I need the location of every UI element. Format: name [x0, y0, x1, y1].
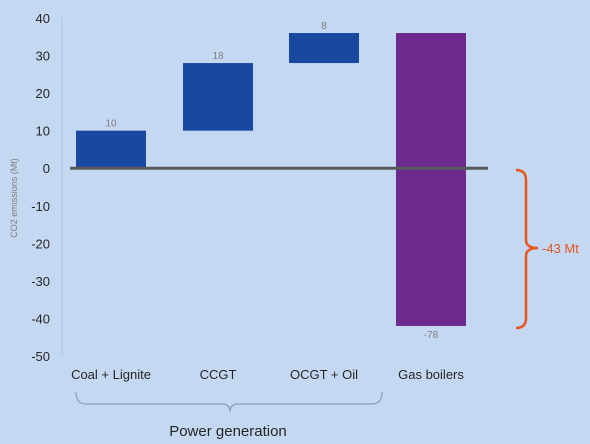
y-tick-label: 0: [43, 161, 50, 176]
bar-ccgt: [183, 63, 253, 131]
y-tick-label: 10: [36, 124, 50, 139]
y-tick-label: -40: [31, 311, 50, 326]
y-tick-label: 40: [36, 11, 50, 26]
bar-coal-lignite: [76, 130, 146, 169]
x-axis-ticks: Coal + Lignite CCGT OCGT + Oil Gas boilers: [71, 367, 464, 382]
data-labels-group: 10 18 8 -78: [105, 21, 438, 341]
y-axis-ticks: 40 30 20 10 0 -10 -20 -30 -40 -50: [31, 11, 50, 364]
x-tick-label: CCGT: [200, 367, 237, 382]
y-tick-label: 20: [36, 86, 50, 101]
difference-annotation: -43 Mt: [542, 241, 579, 256]
y-tick-label: 30: [36, 49, 50, 64]
data-label: 8: [321, 21, 327, 32]
y-tick-label: -10: [31, 199, 50, 214]
y-tick-label: -50: [31, 349, 50, 364]
bar-ocgt-oil: [289, 33, 359, 64]
y-axis-label: CO2 emissions (Mt): [9, 158, 19, 238]
power-generation-label: Power generation: [169, 423, 287, 440]
difference-brace: [515, 168, 539, 330]
data-label: 10: [105, 119, 117, 130]
x-tick-label: Gas boilers: [398, 367, 464, 382]
y-tick-label: -20: [31, 236, 50, 251]
power-generation-brace: [75, 391, 383, 413]
bar-gas-boilers: [396, 33, 466, 326]
x-tick-label: Coal + Lignite: [71, 367, 151, 382]
data-label: -78: [424, 330, 439, 341]
data-label: 18: [212, 51, 224, 62]
x-tick-label: OCGT + Oil: [290, 367, 358, 382]
bars-group: [76, 33, 466, 326]
y-tick-label: -30: [31, 274, 50, 289]
